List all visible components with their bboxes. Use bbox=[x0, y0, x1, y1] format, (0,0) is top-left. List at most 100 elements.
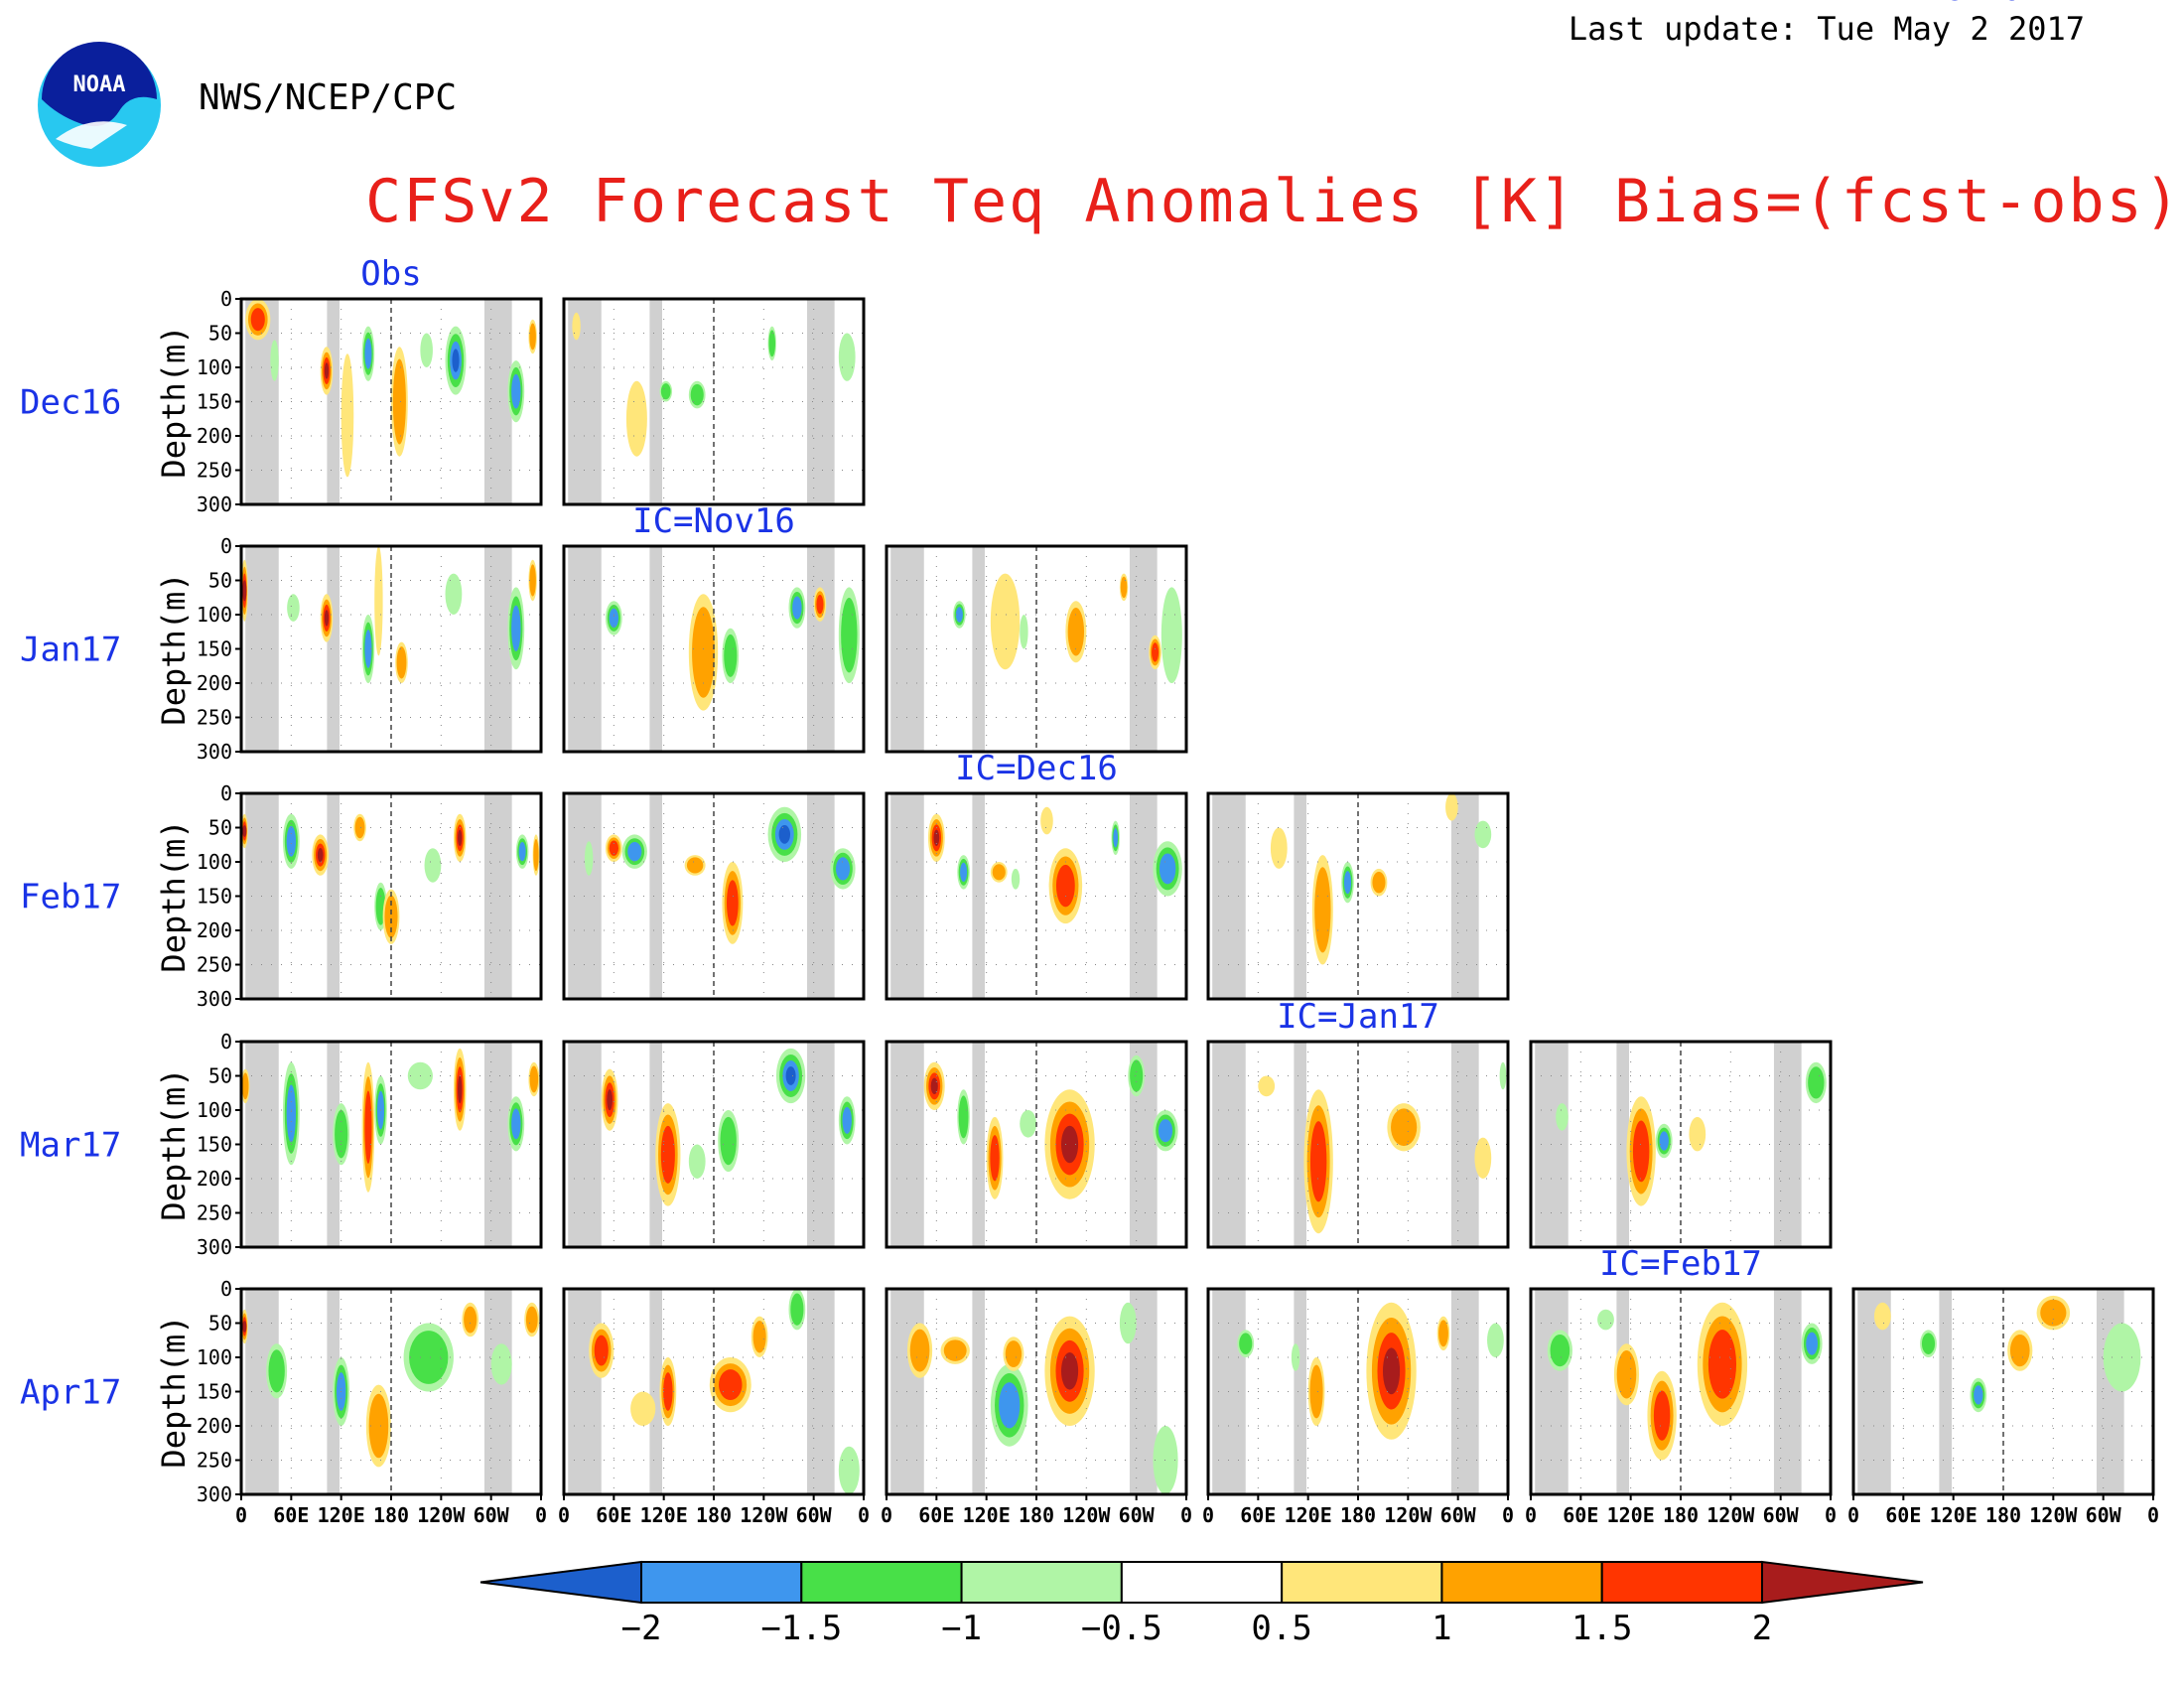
missing-band bbox=[1129, 793, 1158, 999]
panel-field bbox=[887, 1042, 1186, 1247]
missing-band bbox=[327, 1042, 340, 1247]
anomaly-contour bbox=[1438, 1320, 1448, 1347]
anomaly-contour bbox=[933, 829, 940, 847]
x-tick-label: 0 bbox=[1847, 1503, 1859, 1527]
x-tick-label: 120W bbox=[417, 1503, 466, 1527]
anomaly-contour bbox=[720, 1116, 737, 1166]
panel-frame bbox=[562, 1040, 866, 1249]
panel-field bbox=[241, 299, 541, 504]
anomaly-contour bbox=[1873, 1302, 1891, 1331]
anomaly-contour bbox=[458, 829, 463, 847]
x-tick-label: 60W bbox=[1440, 1503, 1477, 1527]
anomaly-contour bbox=[1258, 1075, 1276, 1097]
anomaly-contour bbox=[2009, 1334, 2030, 1367]
anomaly-contour bbox=[420, 333, 433, 367]
anomaly-contour bbox=[955, 607, 963, 623]
x-tick-label: 0 bbox=[535, 1503, 547, 1527]
missing-band bbox=[649, 793, 662, 999]
missing-band bbox=[972, 1289, 985, 1494]
anomaly-contour bbox=[1011, 868, 1021, 890]
anomaly-contour bbox=[1707, 1330, 1737, 1399]
anomaly-contour bbox=[1020, 1110, 1036, 1138]
panel-field bbox=[1853, 1289, 2153, 1494]
anomaly-contour bbox=[660, 383, 671, 400]
y-tick-label: 250 bbox=[197, 953, 232, 977]
anomaly-contour bbox=[384, 895, 398, 938]
y-tick-label: 200 bbox=[197, 671, 232, 695]
anomaly-contour bbox=[1239, 1333, 1253, 1354]
row-label: Feb17 bbox=[20, 878, 121, 917]
anomaly-contour bbox=[1055, 864, 1075, 908]
x-tick-label: 60W bbox=[2086, 1503, 2122, 1527]
panel-field bbox=[887, 546, 1186, 752]
anomaly-contour bbox=[958, 1095, 969, 1139]
missing-band bbox=[806, 793, 835, 999]
anomaly-contour bbox=[1556, 1103, 1569, 1131]
anomaly-contour bbox=[607, 1089, 613, 1111]
panel-field bbox=[241, 1289, 541, 1494]
colorbar-segment bbox=[960, 1561, 1123, 1604]
anomaly-contour bbox=[1616, 1350, 1637, 1399]
noaa-logo-icon: NOAA bbox=[38, 42, 161, 167]
anomaly-contour bbox=[999, 1382, 1021, 1429]
panel-field bbox=[1531, 1289, 1831, 1494]
anomaly-contour bbox=[1113, 828, 1119, 848]
anomaly-contour bbox=[724, 633, 738, 677]
panel bbox=[562, 544, 866, 754]
missing-band bbox=[1450, 793, 1479, 999]
x-tick-label: 60W bbox=[1119, 1503, 1156, 1527]
y-tick-label: 50 bbox=[208, 322, 232, 346]
missing-band bbox=[483, 1289, 512, 1494]
colorbar: −2 −1.5 −1 −0.5 0.5 1 1.5 2 bbox=[479, 1560, 1924, 1648]
missing-band bbox=[327, 546, 340, 752]
x-tick-label: 180 bbox=[373, 1503, 409, 1527]
anomaly-contour bbox=[609, 840, 619, 856]
x-tick-label: 120E bbox=[640, 1503, 688, 1527]
y-tick-label: 250 bbox=[197, 459, 232, 483]
anomaly-contour bbox=[533, 838, 539, 872]
anomaly-contour bbox=[1060, 1352, 1079, 1390]
anomaly-contour bbox=[392, 358, 406, 445]
y-tick-label: 150 bbox=[197, 1133, 232, 1157]
anomaly-contour bbox=[529, 1065, 539, 1093]
anomaly-contour bbox=[609, 608, 619, 629]
y-tick-label: 50 bbox=[208, 569, 232, 593]
y-tick-label: 150 bbox=[197, 390, 232, 414]
row-label: Dec16 bbox=[20, 383, 121, 423]
x-tick-label: 0 bbox=[881, 1503, 892, 1527]
y-axis-label: Depth(m) bbox=[155, 1067, 193, 1220]
anomaly-contour bbox=[268, 1349, 285, 1393]
anomaly-contour bbox=[1119, 1302, 1137, 1344]
y-tick-label: 0 bbox=[220, 1277, 232, 1301]
x-tick-label: 60E bbox=[1885, 1503, 1921, 1527]
x-tick-label: 60W bbox=[474, 1503, 510, 1527]
x-tick-label: 0 bbox=[1525, 1503, 1537, 1527]
panel-field bbox=[1208, 1289, 1508, 1494]
anomaly-contour bbox=[1291, 1343, 1300, 1371]
y-tick-label: 100 bbox=[197, 603, 232, 627]
missing-band bbox=[2096, 1289, 2124, 1494]
anomaly-contour bbox=[250, 308, 265, 332]
panel-field bbox=[564, 1289, 864, 1494]
y-tick-label: 250 bbox=[197, 1449, 232, 1473]
x-tick-label: 120E bbox=[1285, 1503, 1332, 1527]
missing-band bbox=[1939, 1289, 1952, 1494]
panel-field bbox=[564, 793, 864, 999]
anomaly-contour bbox=[660, 1125, 675, 1184]
x-tick-label: 0 bbox=[1180, 1503, 1192, 1527]
anomaly-contour bbox=[688, 1144, 706, 1179]
anomaly-contour bbox=[1487, 1323, 1504, 1357]
chart-title: CFSv2 Forecast Teq Anomalies [K] Bias=(f… bbox=[365, 167, 2182, 236]
anomaly-contour bbox=[1391, 1108, 1418, 1147]
colorbar-tick-label: −0.5 bbox=[1081, 1609, 1162, 1648]
missing-band bbox=[972, 1042, 985, 1247]
missing-band bbox=[483, 546, 512, 752]
missing-band bbox=[806, 299, 835, 504]
colorbar-extend-high bbox=[1761, 1560, 1924, 1605]
column-header: Obs bbox=[360, 254, 421, 294]
anomaly-contour bbox=[1689, 1116, 1706, 1152]
x-tick-label: 180 bbox=[1340, 1503, 1376, 1527]
anomaly-contour bbox=[1309, 1364, 1323, 1419]
